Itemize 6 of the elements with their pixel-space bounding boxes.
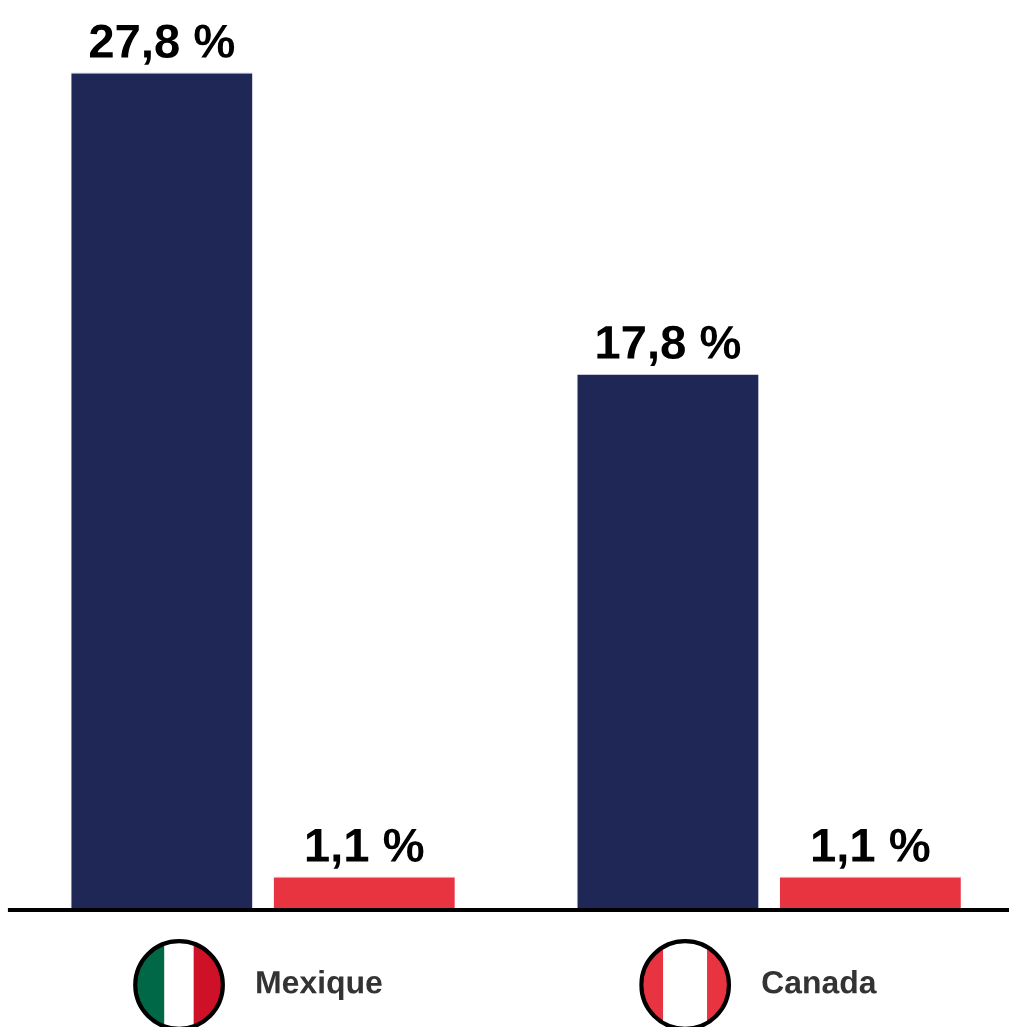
x-tick-label: Canada bbox=[762, 970, 877, 994]
data-label: 1,1 % bbox=[306, 828, 424, 869]
x-tick-label: Mexique bbox=[257, 970, 382, 1000]
data-label: 17,8 % bbox=[597, 325, 741, 366]
data-label: 27,8 % bbox=[89, 24, 235, 65]
data-label: 1,1 % bbox=[812, 828, 930, 869]
